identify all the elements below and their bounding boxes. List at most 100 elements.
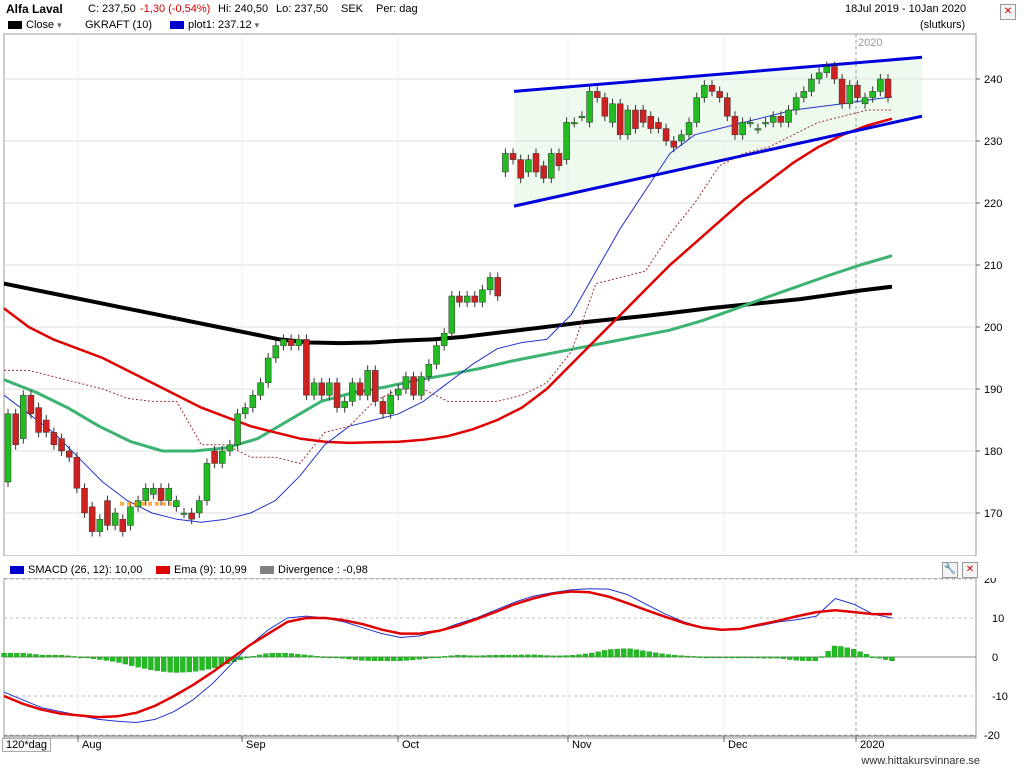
divergence-bar <box>569 655 576 658</box>
divergence-bar <box>339 656 346 659</box>
close-icon[interactable]: ✕ <box>962 562 978 578</box>
divergence-bar <box>320 656 327 658</box>
divergence-bar <box>589 652 595 658</box>
legend-gkraft[interactable]: GKRAFT (10) <box>85 19 153 31</box>
candle <box>517 159 524 179</box>
candle <box>433 345 440 365</box>
candle <box>486 277 494 291</box>
divergence-bar <box>806 656 812 661</box>
chevron-down-icon[interactable]: ▾ <box>254 20 260 30</box>
candle <box>180 512 188 515</box>
divergence-bar <box>799 656 806 661</box>
candle <box>410 376 417 396</box>
divergence-bar <box>716 656 723 659</box>
legend-close[interactable]: Close ▾ <box>8 19 62 31</box>
divergence-bar <box>761 656 767 659</box>
candle <box>494 277 501 297</box>
legend-smacd: SMACD (26, 12): 10,00 <box>10 564 142 576</box>
legend-plot1[interactable]: plot1: 237.12 ▾ <box>170 19 259 31</box>
divergence-bar <box>276 652 282 658</box>
candle <box>341 401 348 408</box>
divergence-bar <box>365 656 371 661</box>
chevron-down-icon[interactable]: ▾ <box>57 20 62 30</box>
candle <box>639 109 647 123</box>
candle <box>815 72 823 80</box>
divergence-bar <box>601 650 608 658</box>
y-tick-label: 200 <box>984 322 1002 334</box>
divergence-bar <box>250 656 256 658</box>
candle <box>379 401 387 415</box>
divergence-bar <box>71 656 77 658</box>
divergence-bar <box>557 655 563 658</box>
candle <box>724 97 731 117</box>
divergence-bar <box>448 655 454 658</box>
divergence-bar <box>608 649 614 658</box>
divergence-bar <box>889 656 895 662</box>
candle <box>287 339 295 346</box>
legend-divergence: Divergence : -0,98 <box>260 564 368 576</box>
divergence-bar <box>193 656 199 672</box>
divergence-bar <box>882 656 889 660</box>
red-ma-line <box>3 117 893 445</box>
divergence-bar <box>512 654 518 658</box>
divergence-bar <box>486 655 493 658</box>
divergence-bar <box>78 656 84 659</box>
divergence-bar <box>205 656 212 670</box>
divergence-bar <box>831 645 838 658</box>
divergence-bar <box>65 655 71 658</box>
candle <box>364 370 371 396</box>
candle <box>241 407 249 415</box>
divergence-bar <box>506 654 512 658</box>
divergence-bar <box>691 656 697 658</box>
divergence-bar <box>410 656 416 661</box>
divergence-bar <box>116 656 122 663</box>
candle <box>219 450 226 464</box>
candle <box>81 487 88 514</box>
divergence-bar <box>122 656 129 665</box>
period-selector[interactable]: 120*dag <box>2 738 51 752</box>
candle <box>693 97 700 123</box>
divergence-bar <box>391 656 397 662</box>
candle <box>157 487 165 501</box>
divergence-bar <box>621 648 627 658</box>
candle <box>479 289 486 303</box>
legend-swatch <box>260 566 274 575</box>
chart-header: Alfa Laval C: 237,50 -1,30 (-0,54%) Hi: … <box>0 0 980 17</box>
wrench-icon[interactable]: 🔧 <box>942 562 958 578</box>
candle <box>142 487 149 501</box>
price-chart: 170 180 190 200 210 220 230 240 2020 <box>3 33 1002 556</box>
divergence-bar <box>109 656 116 662</box>
divergence-bar <box>499 654 505 658</box>
divergence-bar <box>704 656 710 659</box>
green-ma-line <box>3 254 893 453</box>
divergence-bar <box>244 656 250 659</box>
candle <box>800 91 808 98</box>
candle <box>563 122 570 160</box>
x-tick-label: Aug <box>82 739 102 751</box>
divergence-bar <box>135 656 141 668</box>
candle <box>609 103 616 123</box>
divergence-bar <box>844 647 850 658</box>
candle <box>831 66 838 80</box>
candle <box>701 84 708 98</box>
candle <box>272 345 280 359</box>
divergence-bar <box>493 654 499 658</box>
candle <box>838 78 846 105</box>
close-value: C: 237,50 <box>88 3 136 15</box>
divergence-bar <box>263 653 269 658</box>
y-tick-label: 170 <box>984 508 1002 520</box>
divergence-bar <box>52 654 58 658</box>
divergence-bar <box>665 654 672 658</box>
divergence-bar <box>576 654 582 658</box>
y-tick-label: 180 <box>984 446 1002 458</box>
divergence-bar <box>301 654 307 658</box>
candle <box>685 122 693 136</box>
candle <box>548 153 555 179</box>
candle <box>532 153 540 173</box>
close-icon[interactable]: ✕ <box>1000 4 1016 20</box>
y-tick-label: 210 <box>984 260 1002 272</box>
divergence-bar <box>422 656 429 659</box>
candle <box>578 115 586 118</box>
channel-upper-line <box>513 55 923 93</box>
candle <box>326 382 333 396</box>
